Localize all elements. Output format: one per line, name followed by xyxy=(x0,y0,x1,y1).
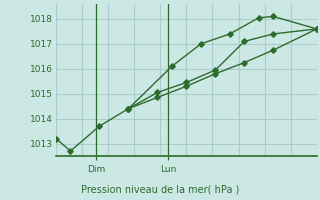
Text: Pression niveau de la mer( hPa ): Pression niveau de la mer( hPa ) xyxy=(81,184,239,194)
